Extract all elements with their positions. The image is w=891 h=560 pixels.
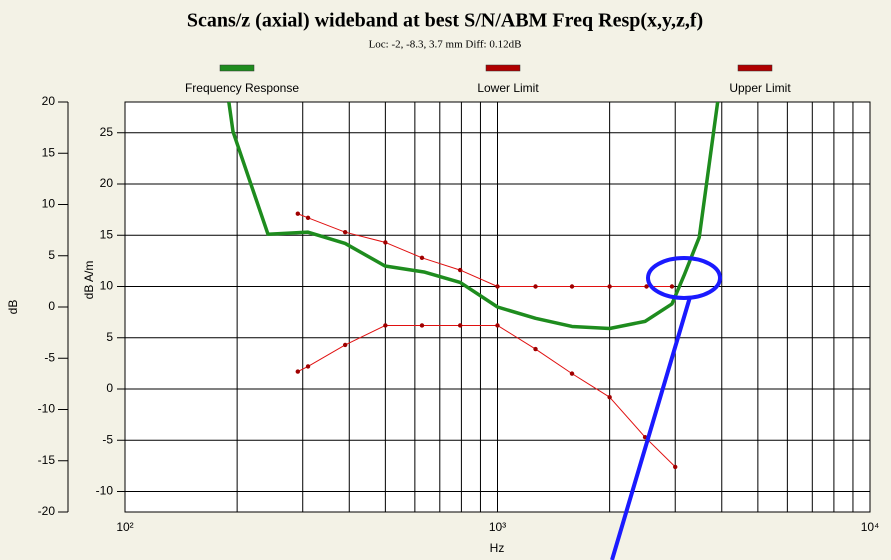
- legend-swatch: [737, 64, 773, 72]
- y2-tick-label: 5: [106, 330, 113, 344]
- series-marker: [383, 240, 388, 245]
- pointer-line: [610, 296, 692, 560]
- series-group: [227, 102, 720, 470]
- legend-swatch: [485, 64, 521, 72]
- series-marker: [305, 215, 311, 221]
- series-marker: [295, 369, 301, 374]
- x-tick-label: 10⁴: [861, 520, 880, 534]
- series-line: [227, 102, 720, 331]
- y2-tick-label: 10: [100, 279, 114, 293]
- y2-tick-label: 25: [100, 125, 114, 139]
- series-marker: [457, 267, 463, 273]
- y2-tick-label: 0: [106, 381, 113, 395]
- series-marker: [419, 255, 425, 260]
- x-tick-label: 10³: [489, 520, 506, 534]
- y-axis-label: dB: [6, 300, 20, 315]
- series-marker: [569, 284, 575, 289]
- chart-title: Scans/z (axial) wideband at best S/N/ABM…: [187, 10, 703, 32]
- highlight-ellipse: [646, 256, 722, 300]
- series-marker: [457, 323, 463, 328]
- series-marker: [419, 323, 425, 328]
- y2-axis-label: dB A/m: [82, 261, 96, 300]
- legend-swatch: [219, 64, 255, 72]
- series-marker: [495, 284, 500, 289]
- y2-tick-label: 20: [100, 176, 114, 190]
- series-marker: [569, 371, 575, 376]
- y-tick-label: 5: [48, 248, 55, 262]
- series-marker: [607, 284, 612, 289]
- chart-subtitle: Loc: -2, -8.3, 3.7 mm Diff: 0.12dB: [369, 39, 522, 51]
- y2-tick-label: 15: [100, 227, 114, 241]
- series-marker: [644, 284, 649, 289]
- series-marker: [495, 323, 500, 328]
- y-tick-label: -10: [38, 402, 56, 416]
- y-tick-label: -5: [44, 350, 55, 364]
- legend-label: Lower Limit: [477, 81, 539, 95]
- series-marker: [342, 229, 348, 235]
- y-tick-label: -20: [38, 504, 56, 518]
- y2-tick-label: -10: [96, 484, 114, 498]
- series-marker: [383, 323, 388, 328]
- x-axis-label: Hz: [490, 541, 505, 555]
- y-tick-label: 10: [42, 197, 56, 211]
- series-line: [297, 213, 672, 287]
- series-marker: [305, 364, 311, 369]
- series-marker: [533, 284, 538, 289]
- y2-tick-label: -5: [102, 432, 113, 446]
- series-marker: [673, 464, 678, 470]
- annotation: [610, 256, 722, 560]
- y-tick-label: 15: [42, 145, 56, 159]
- y-tick-label: 0: [48, 299, 55, 313]
- series-marker: [669, 284, 675, 289]
- y-tick-label: -15: [38, 453, 56, 467]
- x-tick-label: 10²: [116, 520, 133, 534]
- legend-label: Upper Limit: [729, 81, 791, 95]
- series-marker: [342, 342, 348, 348]
- legend-label: Frequency Response: [185, 81, 299, 95]
- y-tick-label: 20: [42, 94, 56, 108]
- series-line: [297, 324, 676, 468]
- series-marker: [607, 395, 612, 400]
- series-marker: [533, 346, 538, 352]
- series-marker: [295, 211, 301, 216]
